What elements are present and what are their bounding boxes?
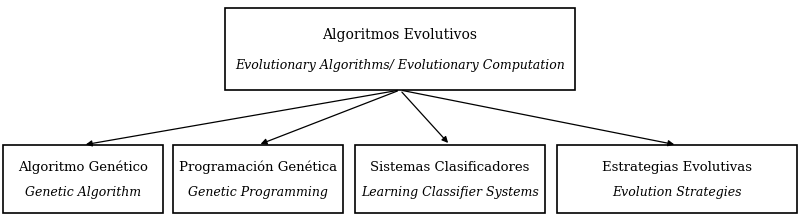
Text: Evolutionary Algorithms/ Evolutionary Computation: Evolutionary Algorithms/ Evolutionary Co…: [235, 59, 565, 72]
Text: Algoritmos Evolutivos: Algoritmos Evolutivos: [323, 28, 477, 42]
Text: Genetic Algorithm: Genetic Algorithm: [25, 186, 141, 199]
Text: Estrategias Evolutivas: Estrategias Evolutivas: [602, 161, 752, 174]
Bar: [355, 145, 545, 213]
Bar: [173, 145, 343, 213]
Text: Algoritmo Genético: Algoritmo Genético: [18, 161, 148, 174]
Bar: [557, 145, 797, 213]
Text: Programación Genética: Programación Genética: [179, 161, 337, 174]
Text: Genetic Programming: Genetic Programming: [188, 186, 328, 199]
Text: Evolution Strategies: Evolution Strategies: [612, 186, 742, 199]
Bar: [3, 145, 163, 213]
Bar: [225, 8, 575, 90]
Text: Learning Classifier Systems: Learning Classifier Systems: [361, 186, 539, 199]
Text: Sistemas Clasificadores: Sistemas Clasificadores: [370, 161, 529, 174]
